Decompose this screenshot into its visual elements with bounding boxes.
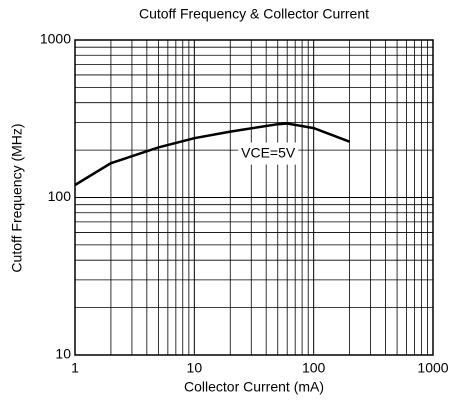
plot-frame bbox=[74, 39, 434, 356]
y-tick-label: 1000 bbox=[40, 31, 71, 47]
annotation-bg bbox=[238, 142, 299, 165]
chart-title: Cutoff Frequency & Collector Current bbox=[139, 6, 369, 22]
annotation: VCE=5V bbox=[241, 144, 296, 160]
y-axis-label: Cutoff Frequency (MHz) bbox=[9, 123, 25, 272]
data-line bbox=[74, 122, 351, 187]
x-tick-label: 1000 bbox=[417, 360, 448, 376]
x-tick-label: 100 bbox=[302, 360, 326, 376]
x-axis-label: Collector Current (mA) bbox=[184, 379, 324, 395]
y-tick-label: 10 bbox=[55, 346, 71, 362]
y-tick-label: 100 bbox=[48, 188, 72, 204]
x-tick-label: 10 bbox=[187, 360, 203, 376]
x-tick-label: 1 bbox=[71, 360, 79, 376]
